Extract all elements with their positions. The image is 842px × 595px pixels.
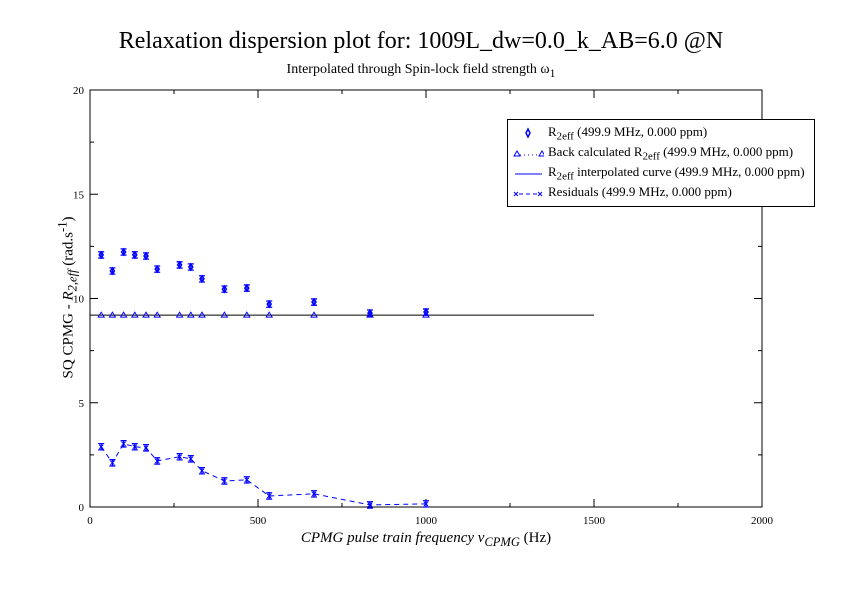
back-calc-point: [97, 311, 106, 318]
chart-title: Relaxation dispersion plot for: 1009L_dw…: [118, 28, 724, 54]
r2eff-point: [243, 283, 250, 293]
ylabel-unit: (rad.s: [60, 231, 77, 270]
ylabel-sub: 2,eff: [65, 269, 80, 292]
back-calc-point: [198, 311, 206, 318]
r2eff-point: [98, 250, 105, 260]
y-axis-label: SQ CPMG - R2,eff (rad.s-1): [56, 148, 81, 448]
x-axis-label: CPMG pulse train frequency νCPMG (Hz): [90, 530, 762, 550]
back-calc-point: [366, 311, 374, 318]
residual-point: [98, 444, 104, 450]
legend-item-residuals: Residuals (499.9 MHz, 0.000 ppm): [548, 184, 732, 199]
y-tick-label: 10: [73, 294, 85, 306]
legend-diamond-icon: [525, 127, 531, 139]
r2eff-point: [109, 266, 116, 276]
r2eff-point: [120, 247, 127, 257]
back-calc-point: [108, 311, 117, 318]
residual-point: [132, 444, 138, 450]
subtitle-text: Interpolated through Spin-lock field str…: [286, 62, 550, 77]
subtitle-sub: 1: [549, 66, 556, 80]
xlabel-unit: (Hz): [519, 530, 552, 546]
r2eff-point: [311, 297, 317, 307]
r2eff-point: [187, 262, 194, 272]
ylabel-sup: -1: [55, 221, 70, 232]
residual-point: [199, 468, 205, 474]
back-calc-point: [265, 311, 274, 318]
r2eff-point: [131, 250, 138, 260]
residual-point: [154, 458, 160, 464]
y-tick-label: 20: [73, 85, 85, 97]
back-calc-point: [242, 311, 251, 318]
residual-point: [121, 441, 126, 447]
back-calc-point: [220, 311, 229, 318]
x-tick-label: 0: [87, 515, 93, 527]
x-tick-label: 1500: [583, 515, 606, 527]
legend: R2eff (499.9 MHz, 0.000 ppm) Back calcul…: [507, 119, 815, 207]
residual-point: [143, 445, 149, 451]
r2eff-point: [266, 299, 273, 309]
y-tick-label: 5: [79, 398, 85, 410]
xlabel-text: CPMG pulse train frequency ν: [300, 530, 485, 546]
residual-point: [222, 478, 227, 484]
legend-item-back-calc: Back calculated R2eff (499.9 MHz, 0.000 …: [548, 144, 794, 163]
legend-line-icon: [515, 173, 542, 175]
residual-point: [177, 454, 182, 460]
legend-item-r2eff: R2eff (499.9 MHz, 0.000 ppm): [548, 124, 708, 143]
residuals-line: [100, 443, 427, 506]
residual-point: [311, 491, 317, 497]
r2eff-point: [176, 260, 183, 270]
legend-triangle-icon: [513, 150, 544, 157]
xlabel-sub: CPMG: [484, 535, 520, 549]
residual-point: [367, 502, 373, 508]
x-tick-label: 500: [250, 515, 267, 527]
back-calc-point: [119, 311, 128, 318]
x-tick-label: 1000: [415, 515, 438, 527]
back-calc-point: [422, 311, 430, 318]
residual-point: [423, 501, 429, 507]
r2eff-point: [154, 264, 161, 274]
back-calc-point: [130, 311, 139, 318]
legend-x-icon: [513, 191, 543, 197]
residual-point: [110, 460, 115, 466]
r2eff-point: [143, 251, 149, 261]
back-calc-point: [175, 311, 184, 318]
back-calc-point: [186, 311, 195, 318]
residual-point: [266, 493, 272, 499]
ylabel-r: R: [60, 291, 77, 301]
legend-item-curve: R2eff interpolated curve (499.9 MHz, 0.0…: [548, 164, 805, 183]
r2eff-point: [423, 307, 429, 317]
back-calc-point: [153, 311, 162, 318]
x-tick-label: 2000: [751, 515, 774, 527]
r2eff-point: [367, 308, 373, 318]
chart-subtitle: Interpolated through Spin-lock field str…: [0, 62, 842, 80]
y-tick-label: 0: [79, 502, 85, 514]
r2eff-point: [221, 284, 228, 294]
back-calc-point: [142, 311, 150, 318]
ylabel-text: SQ CPMG -: [60, 300, 77, 379]
r2eff-point: [199, 274, 205, 284]
residual-point: [244, 477, 250, 483]
ylabel-end: ): [60, 216, 77, 222]
y-tick-label: 15: [73, 189, 85, 201]
residual-point: [188, 456, 194, 462]
back-calc-point: [310, 311, 318, 318]
